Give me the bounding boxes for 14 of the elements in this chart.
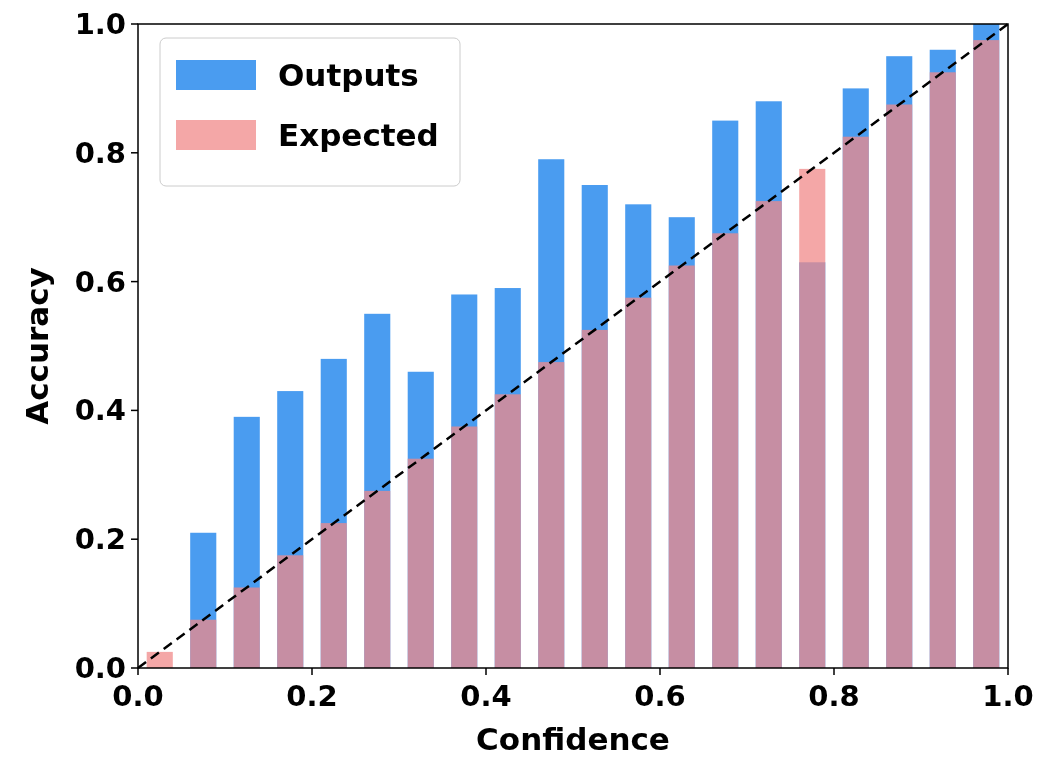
y-axis-title: Accuracy — [19, 267, 55, 425]
y-tick-label: 0.2 — [74, 522, 126, 557]
legend-label: Expected — [278, 117, 439, 153]
y-tick-label: 0.4 — [74, 393, 126, 428]
x-tick-label: 0.2 — [286, 679, 338, 713]
x-tick-label: 0.6 — [634, 679, 686, 713]
x-tick-label: 0.4 — [460, 679, 512, 713]
legend-label: Outputs — [278, 57, 419, 93]
y-tick-label: 0.6 — [74, 264, 126, 299]
y-tick-label: 1.0 — [74, 7, 126, 41]
x-tick-label: 1.0 — [982, 679, 1034, 713]
y-tick-label: 0.8 — [74, 135, 126, 170]
x-axis-title: Confidence — [476, 721, 670, 757]
x-tick-label: 0.8 — [808, 679, 860, 713]
